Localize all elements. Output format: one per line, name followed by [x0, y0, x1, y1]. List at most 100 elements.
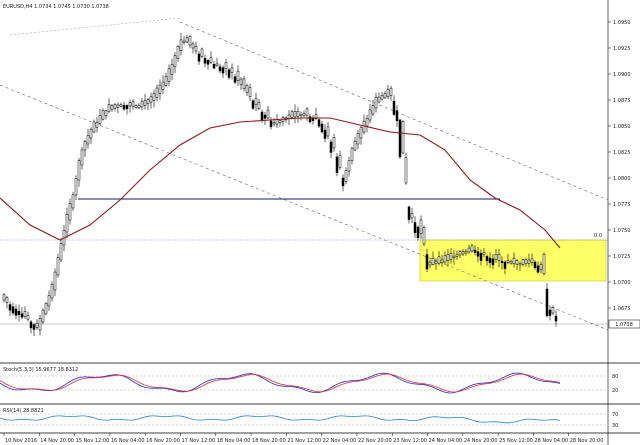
- candle-body: [299, 114, 303, 117]
- candle-body: [368, 109, 372, 121]
- candle-body: [185, 37, 189, 43]
- time-axis[interactable]: 10 Nov 2016 14 Nov 20:00 15 Nov 12:00 16 No…: [0, 432, 640, 444]
- candle-body: [329, 141, 333, 153]
- stoch-signal-line: [0, 373, 561, 393]
- candle-body: [524, 259, 528, 265]
- candle-body: [143, 100, 147, 106]
- time-label: 22 Nov 04:00: [323, 438, 357, 444]
- price-label: 1.0850: [613, 124, 631, 130]
- candle-body: [170, 64, 174, 75]
- candle-body: [365, 117, 369, 127]
- candle-body: [335, 156, 339, 173]
- candle-body: [401, 120, 405, 154]
- top-trend-line: [9, 17, 181, 36]
- candle-body: [542, 254, 546, 274]
- candle-body: [395, 110, 399, 122]
- candle-body: [503, 261, 507, 269]
- candle-body: [341, 177, 345, 187]
- candle-body: [293, 111, 297, 118]
- stoch-level-80: 80: [612, 374, 618, 380]
- price-label: 1.0800: [613, 176, 631, 182]
- candle-body: [539, 264, 543, 271]
- candle-body: [152, 93, 156, 101]
- price-label: 1.0775: [613, 202, 631, 208]
- chart-header-text: EURUSD,H4 1.0734 1.0745 1.0730 1.0738: [3, 4, 109, 10]
- candle-body: [377, 96, 381, 103]
- candle-body: [188, 35, 192, 46]
- candle-body: [146, 99, 150, 104]
- candle-body: [83, 141, 87, 151]
- candle-body: [140, 101, 144, 108]
- candle-body: [545, 288, 549, 317]
- stoch-level-20: 20: [612, 388, 618, 394]
- candle-body: [287, 114, 291, 119]
- stoch-label: Stoch(5,3,3) 15.9677 18.8312: [3, 367, 78, 373]
- time-label: 15 Nov 12:00: [76, 438, 110, 444]
- candle-body: [521, 259, 525, 265]
- candle-body: [77, 160, 81, 181]
- candle-body: [290, 111, 294, 118]
- candle-body: [413, 222, 417, 233]
- candle-body: [272, 122, 276, 125]
- candle-body: [260, 111, 264, 121]
- candle-body: [44, 303, 48, 315]
- candle-body: [533, 261, 537, 268]
- candle-body: [251, 100, 255, 109]
- candle-body: [32, 324, 36, 330]
- candle-body: [41, 309, 45, 323]
- candle-body: [536, 265, 540, 273]
- candle-body: [137, 105, 141, 109]
- candle-body: [482, 252, 486, 256]
- candle-body: [512, 257, 516, 265]
- candle-body: [269, 120, 273, 128]
- candle-body: [434, 261, 438, 265]
- candle-body: [497, 254, 501, 261]
- lower-channel-line: [0, 84, 609, 331]
- candle-body: [134, 105, 138, 108]
- candle-body: [320, 123, 324, 133]
- candle-body: [353, 141, 357, 151]
- candle-body: [350, 147, 354, 161]
- candle-body: [338, 155, 342, 168]
- time-label: 21 Nov 12:00: [287, 438, 321, 444]
- price-label: 1.0925: [613, 46, 631, 52]
- candle-body: [149, 96, 153, 103]
- candle-body: [305, 108, 309, 116]
- time-label: 10 Nov 2016: [5, 438, 37, 444]
- candle-body: [11, 306, 15, 314]
- candle-body: [80, 149, 84, 166]
- candle-body: [50, 284, 54, 299]
- candle-body: [239, 78, 243, 85]
- stochastic-panel[interactable]: Stoch(5,3,3) 15.9677 18.8312 80 20: [0, 362, 640, 394]
- time-label: 23 Nov 12:00: [393, 438, 427, 444]
- candle-body: [500, 260, 504, 263]
- price-label: 1.0750: [613, 228, 631, 234]
- candle-body: [128, 102, 132, 107]
- rsi-line: [0, 415, 561, 424]
- candle-body: [380, 94, 384, 100]
- candle-body: [221, 67, 225, 74]
- candle-body: [326, 126, 330, 137]
- candle-body: [110, 105, 114, 110]
- candle-body: [485, 256, 489, 262]
- candle-body: [452, 255, 456, 259]
- time-label: 24 Nov 20:00: [464, 438, 498, 444]
- rsi-level-70: 70: [612, 412, 618, 418]
- price-panel[interactable]: EURUSD,H4 1.0734 1.0745 1.0730 1.0738 0.…: [0, 0, 609, 362]
- candle-body: [437, 256, 441, 264]
- candle-body: [212, 64, 216, 69]
- candle-body: [65, 213, 69, 233]
- rsi-panel[interactable]: RSI(14) 28.8821 70 30: [0, 403, 640, 429]
- candle-body: [428, 261, 432, 266]
- candle-body: [518, 263, 522, 266]
- candle-body: [254, 98, 258, 105]
- price-axis[interactable]: 1.0950 1.0925 1.0900 1.0875 1.0850 1.0825 1.08…: [607, 0, 640, 445]
- candle-body: [392, 101, 396, 115]
- time-label: 25 Nov 12:00: [499, 438, 533, 444]
- candle-body: [5, 297, 9, 303]
- candle-body: [410, 213, 414, 219]
- candle-body: [71, 194, 75, 209]
- price-label: 1.0725: [613, 254, 631, 260]
